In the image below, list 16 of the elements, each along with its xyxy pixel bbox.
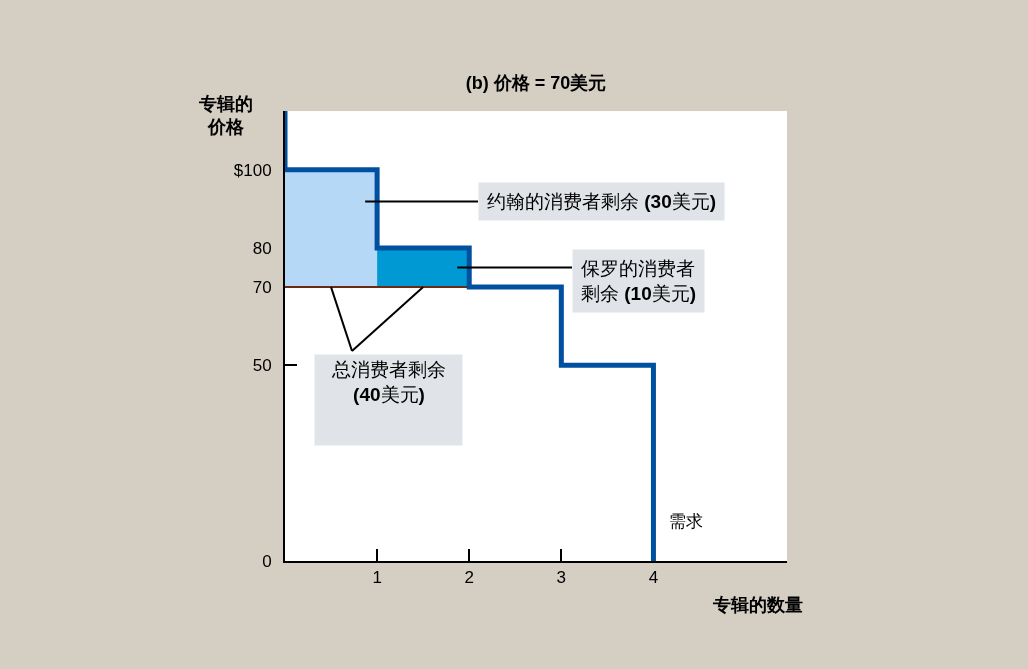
y-tick-label: 50	[252, 356, 272, 376]
x-tick-label: 2	[464, 568, 474, 588]
y-tick-label: $100	[233, 160, 272, 180]
y-tick-label: 80	[252, 238, 272, 258]
y-tick-label: 0	[262, 551, 272, 571]
y-tick-label: 70	[252, 278, 272, 298]
annotation: 保罗的消费者剩余 (10美元)	[581, 258, 697, 304]
x-tick-label: 1	[372, 568, 382, 588]
series-label: 需求	[669, 512, 703, 531]
x-tick-label: 3	[556, 568, 567, 588]
y-axis-title: 专辑的价格	[198, 94, 253, 138]
x-tick-label: 4	[648, 568, 659, 588]
annotation: 约翰的消费者剩余 (30美元)	[487, 191, 717, 212]
chart-title: (b) 价格 = 70美元	[465, 73, 607, 94]
x-axis-title: 专辑的数量	[712, 595, 803, 615]
annotation: 总消费者剩余(40美元)	[331, 359, 446, 405]
